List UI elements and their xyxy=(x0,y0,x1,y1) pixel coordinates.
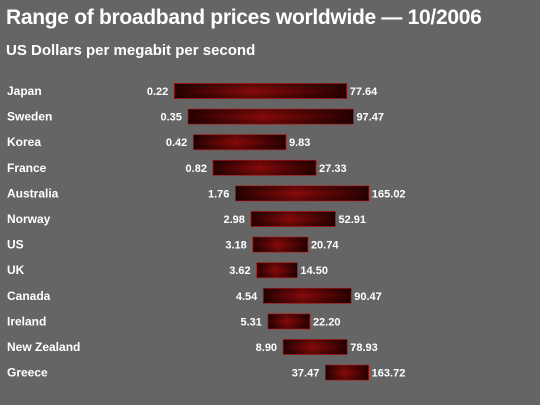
max-value-label: 9.83 xyxy=(289,137,310,149)
range-bar-shading xyxy=(174,83,347,99)
max-value-label: 77.64 xyxy=(350,86,378,98)
category-label: New Zealand xyxy=(7,340,80,354)
max-value-label: 22.20 xyxy=(313,316,341,328)
range-bar-shading xyxy=(283,339,348,355)
range-bar-shading xyxy=(325,365,369,381)
range-bar-shading xyxy=(263,288,352,304)
min-value-label: 4.54 xyxy=(236,291,258,303)
bars-group: Japan 0.22 77.64 Sweden 0.35 97.47 Korea 0.42 9.… xyxy=(7,83,406,381)
category-label: Sweden xyxy=(7,110,52,124)
range-bar-shading xyxy=(187,109,354,125)
max-value-label: 90.47 xyxy=(354,291,382,303)
min-value-label: 1.76 xyxy=(208,188,229,200)
category-label: Canada xyxy=(7,289,51,303)
max-value-label: 163.72 xyxy=(372,368,406,380)
min-value-label: 0.35 xyxy=(161,112,182,124)
chart-subtitle: US Dollars per megabit per second xyxy=(6,42,256,59)
range-bar-shading xyxy=(193,134,286,150)
min-value-label: 3.62 xyxy=(229,265,250,277)
range-bar-shading xyxy=(250,211,336,227)
min-value-label: 3.18 xyxy=(225,240,246,252)
max-value-label: 20.74 xyxy=(311,240,339,252)
category-label: US xyxy=(7,238,24,252)
max-value-label: 52.91 xyxy=(338,214,366,226)
category-label: Greece xyxy=(7,366,48,380)
category-label: Norway xyxy=(7,212,51,226)
max-value-label: 14.50 xyxy=(300,265,328,277)
range-bar-shading xyxy=(256,262,298,278)
category-label: UK xyxy=(7,263,25,277)
category-label: Ireland xyxy=(7,314,46,328)
range-bar-shading xyxy=(235,185,369,201)
min-value-label: 5.31 xyxy=(240,316,261,328)
range-bar-shading xyxy=(212,160,317,176)
max-value-label: 78.93 xyxy=(350,342,378,354)
min-value-label: 37.47 xyxy=(292,368,320,380)
category-label: France xyxy=(7,161,47,175)
min-value-label: 8.90 xyxy=(256,342,277,354)
category-label: Australia xyxy=(7,186,59,200)
category-label: Japan xyxy=(7,84,42,98)
min-value-label: 0.42 xyxy=(166,137,187,149)
max-value-label: 165.02 xyxy=(372,188,406,200)
chart-title: Range of broadband prices worldwide — 10… xyxy=(6,6,482,29)
max-value-label: 27.33 xyxy=(319,163,347,175)
range-bar-shading xyxy=(252,237,308,253)
range-bar-shading xyxy=(267,313,310,329)
min-value-label: 0.22 xyxy=(147,86,168,98)
max-value-label: 97.47 xyxy=(356,112,384,124)
category-label: Korea xyxy=(7,135,41,149)
min-value-label: 0.82 xyxy=(186,163,207,175)
min-value-label: 2.98 xyxy=(223,214,244,226)
